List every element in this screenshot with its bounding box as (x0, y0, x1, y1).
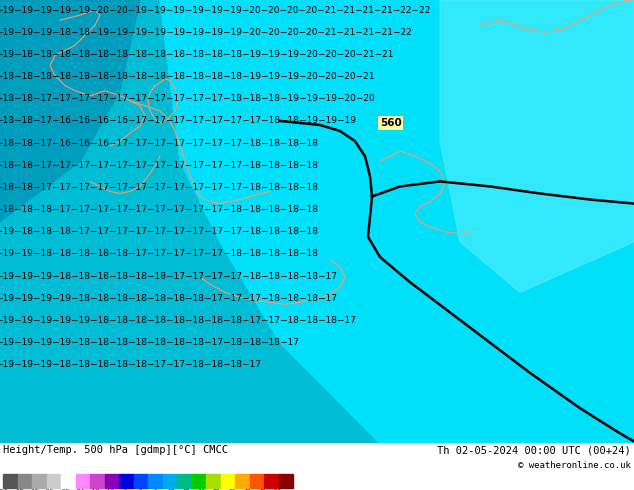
Text: −19−18−18−18−18−18−18−18−18−18−18−18−18−19−19−19−20−20−20−21−21: −19−18−18−18−18−18−18−18−18−18−18−18−18−… (0, 50, 393, 59)
Text: Height/Temp. 500 hPa [gdmp][°C] CMCC: Height/Temp. 500 hPa [gdmp][°C] CMCC (3, 445, 228, 456)
Bar (148, 474, 162, 488)
Text: −18−18−18−17−17−17−17−17−17−17−17−17−18−18−18−18−18: −18−18−18−17−17−17−17−17−17−17−17−17−18−… (0, 205, 318, 214)
Bar (278, 474, 293, 488)
Text: © weatheronline.co.uk: © weatheronline.co.uk (518, 461, 631, 469)
Text: −19−19−19−19−18−18−18−18−18−18−18−17−17−17−18−18−18−17: −19−19−19−19−18−18−18−18−18−18−18−17−17−… (0, 294, 337, 303)
Text: -36: -36 (43, 489, 55, 490)
Text: 54: 54 (274, 489, 281, 490)
Bar (18, 474, 32, 488)
Text: −19−18−18−18−17−17−17−17−17−17−17−17−17−18−18−18−18: −19−18−18−18−17−17−17−17−17−17−17−17−17−… (0, 227, 318, 236)
Bar (191, 474, 206, 488)
Text: 36: 36 (228, 489, 236, 490)
Text: -30: -30 (58, 489, 70, 490)
Bar (3, 474, 18, 488)
Bar (177, 474, 191, 488)
Polygon shape (0, 0, 140, 222)
Text: −18−18−17−17−17−17−17−17−17−17−17−17−17−18−18−18−18: −18−18−17−17−17−17−17−17−17−17−17−17−17−… (0, 183, 318, 192)
Text: −18−18−17−17−17−17−17−17−17−17−17−17−18−18−18−19−19−19−20−20: −18−18−17−17−17−17−17−17−17−17−17−17−18−… (0, 94, 375, 103)
Text: 42: 42 (243, 489, 251, 490)
Text: 18: 18 (183, 489, 190, 490)
Text: -18: -18 (89, 489, 100, 490)
Text: −19−19−19−18−18−19−19−19−19−19−19−19−19−20−20−20−20−21−21−21−21−22: −19−19−19−18−18−19−19−19−19−19−19−19−19−… (0, 28, 411, 37)
Bar (119, 474, 134, 488)
Text: -42: -42 (28, 489, 39, 490)
Text: -24: -24 (74, 489, 85, 490)
Text: -54: -54 (0, 489, 9, 490)
Bar (46, 474, 61, 488)
Bar (235, 474, 250, 488)
Bar (134, 474, 148, 488)
Bar (221, 474, 235, 488)
Bar (105, 474, 119, 488)
Polygon shape (440, 0, 634, 292)
Text: -6: -6 (121, 489, 129, 490)
Text: −18−18−18−18−18−18−18−18−18−18−18−18−18−19−19−19−20−20−20−21: −18−18−18−18−18−18−18−18−18−18−18−18−18−… (0, 72, 375, 81)
Bar (162, 474, 177, 488)
Text: −19−19−19−18−18−18−18−18−18−17−17−17−17−18−18−18−18−17: −19−19−19−18−18−18−18−18−18−17−17−17−17−… (0, 271, 337, 281)
Text: 6: 6 (154, 489, 157, 490)
Text: −18−18−17−16−16−16−17−17−17−17−17−17−17−18−18−18−18: −18−18−17−16−16−16−17−17−17−17−17−17−17−… (0, 139, 318, 147)
Text: 0: 0 (138, 489, 142, 490)
Text: 48: 48 (259, 489, 266, 490)
Bar (32, 474, 46, 488)
Bar (264, 474, 278, 488)
Bar (206, 474, 221, 488)
Text: −18−18−17−16−16−16−16−17−17−17−17−17−17−17−18−18−19−19−19: −18−18−17−16−16−16−16−17−17−17−17−17−17−… (0, 117, 356, 125)
Text: -12: -12 (104, 489, 115, 490)
Polygon shape (160, 0, 634, 443)
Text: −19−19−18−18−18−18−18−17−17−17−17−17−18−18−18−18−18: −19−19−18−18−18−18−18−17−17−17−17−17−18−… (0, 249, 318, 259)
Text: Th 02-05-2024 00:00 UTC (00+24): Th 02-05-2024 00:00 UTC (00+24) (437, 445, 631, 456)
Text: −18−18−17−17−17−17−17−17−17−17−17−17−17−18−18−18−18: −18−18−17−17−17−17−17−17−17−17−17−17−17−… (0, 161, 318, 170)
Bar (61, 474, 75, 488)
Text: −19−19−19−19−18−18−18−18−18−18−18−17−18−18−18−17: −19−19−19−19−18−18−18−18−18−18−18−17−18−… (0, 338, 299, 347)
Text: 560: 560 (380, 118, 402, 128)
Text: −19−19−19−19−19−20−20−19−19−19−19−19−19−20−20−20−20−21−21−21−21−22−22: −19−19−19−19−19−20−20−19−19−19−19−19−19−… (0, 5, 430, 15)
Text: 12: 12 (167, 489, 174, 490)
Text: −19−19−19−18−18−18−18−18−17−17−18−18−18−17: −19−19−19−18−18−18−18−18−17−17−18−18−18−… (0, 360, 261, 369)
Bar (250, 474, 264, 488)
Text: 30: 30 (213, 489, 221, 490)
Bar (75, 474, 90, 488)
Text: −19−19−19−19−19−18−18−18−18−18−18−18−18−17−17−18−18−18−17: −19−19−19−19−19−18−18−18−18−18−18−18−18−… (0, 316, 356, 325)
Text: 24: 24 (198, 489, 205, 490)
Bar (90, 474, 105, 488)
Text: -48: -48 (13, 489, 24, 490)
